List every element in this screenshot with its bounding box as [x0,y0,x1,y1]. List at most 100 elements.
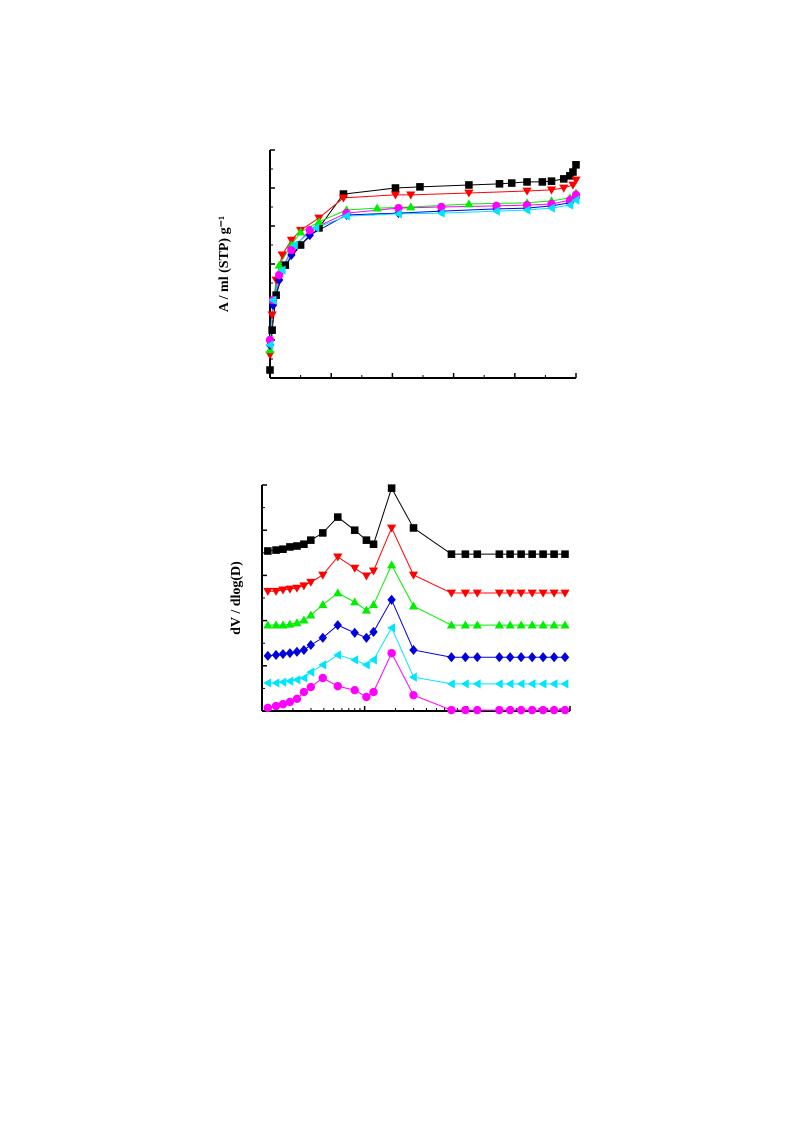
marker [296,241,305,249]
marker [472,679,481,689]
marker [549,589,559,598]
marker [318,571,328,580]
marker [560,705,570,715]
marker [369,687,378,697]
marker [318,660,327,670]
marker [266,366,274,374]
marker [546,186,557,195]
marker [299,582,309,591]
marker [409,524,418,532]
marker [361,605,372,614]
marker [285,648,295,659]
marker [461,652,470,663]
marker [569,168,577,176]
marker [278,677,287,687]
marker [386,623,395,633]
marker [314,217,324,226]
marker [491,206,500,216]
marker [527,679,536,689]
marker [295,227,306,236]
marker [464,199,474,208]
marker [571,176,581,185]
marker [473,705,482,715]
marker [292,694,302,703]
marker [559,175,568,183]
marker [285,619,295,628]
marker [368,567,379,576]
marker [263,650,273,661]
marker [338,194,349,203]
chart: A / ml (STP) g⁻¹ [217,149,581,379]
marker [318,673,327,683]
marker [549,679,558,689]
marker [507,179,516,187]
marker [292,675,301,685]
marker [299,644,309,656]
series-line [269,192,577,350]
marker [285,585,295,594]
marker [264,547,272,555]
marker [516,652,526,663]
marker [306,682,316,692]
marker [549,705,559,715]
marker [472,589,482,598]
marker [505,679,514,689]
marker [560,589,570,598]
marker [350,655,359,665]
marker [568,181,578,190]
marker [506,550,514,558]
marker [306,667,315,677]
marker [279,545,287,553]
marker [560,620,570,629]
marker [263,620,273,629]
marker [460,679,469,689]
marker [391,184,400,192]
marker [549,620,559,629]
marker [527,652,537,663]
marker [390,191,401,200]
marker [408,672,417,682]
series-line [269,164,577,371]
marker [333,650,342,660]
marker [495,705,504,715]
marker [268,326,276,334]
marker [292,618,302,627]
marker [473,652,482,663]
marker [285,676,294,686]
marker [277,265,286,275]
marker [361,572,372,581]
marker [559,184,569,193]
marker [300,540,308,548]
marker [274,260,284,269]
marker [408,571,419,580]
marker [318,600,328,609]
marker [333,681,342,691]
marker [393,209,402,219]
marker [268,295,277,305]
marker [516,705,526,715]
marker [272,291,280,299]
marker [516,620,526,629]
marker [292,584,302,593]
marker [372,203,382,212]
marker [333,553,343,562]
marker [538,589,548,598]
marker [516,589,526,598]
marker [565,200,574,210]
marker [278,586,288,595]
marker [293,542,301,550]
marker [271,620,281,629]
marker [387,648,396,658]
marker [446,679,455,689]
marker [472,620,482,629]
marker [267,311,277,320]
marker [547,177,556,185]
marker [387,484,396,492]
marker [522,205,531,215]
marker [333,588,343,597]
marker [538,178,547,186]
marker [522,187,532,196]
marker [517,550,525,558]
